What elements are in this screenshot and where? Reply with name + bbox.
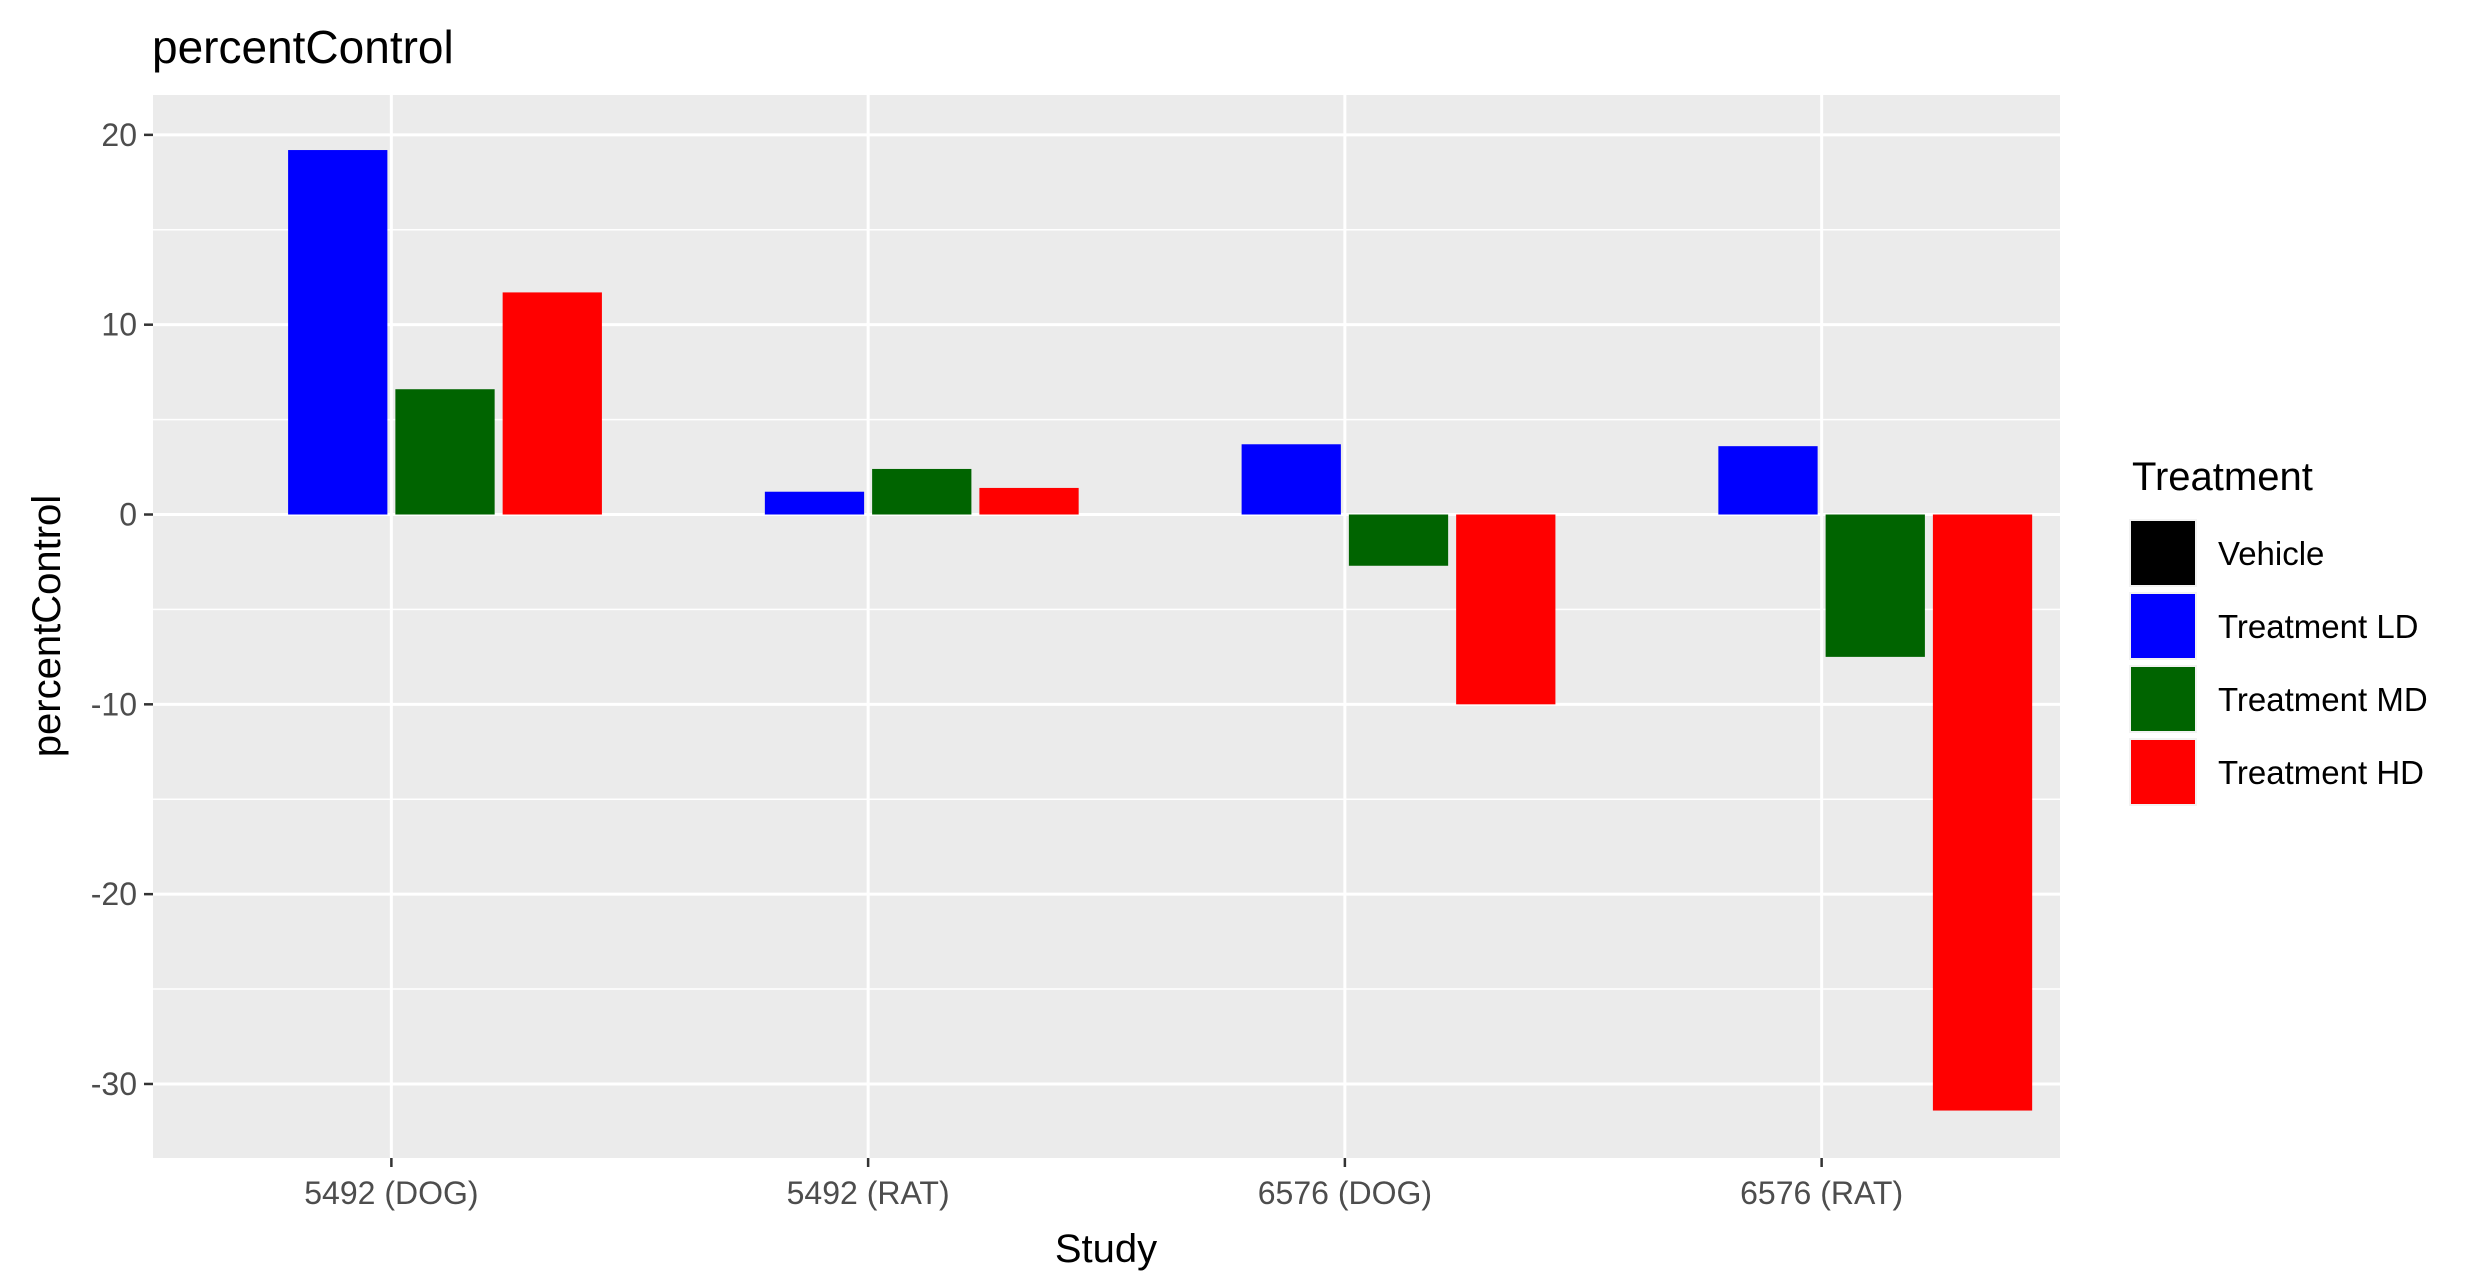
x-axis: 5492 (DOG) 5492 (RAT) 6576 (DOG) 6576 (RAT)	[304, 1158, 1903, 1211]
y-tick-label: 0	[119, 497, 137, 533]
y-tick-label: 10	[101, 307, 137, 343]
bars	[288, 150, 2033, 1111]
y-tick-label: -30	[91, 1066, 137, 1102]
legend-label: Vehicle	[2218, 535, 2324, 572]
y-tick-label: 20	[101, 117, 137, 153]
bar-treatment-ld-3	[1241, 444, 1341, 515]
x-tick-label: 6576 (DOG)	[1258, 1175, 1432, 1211]
bar-treatment-ld-1	[288, 150, 388, 515]
legend-swatch	[2131, 667, 2195, 731]
legend-swatch	[2131, 740, 2195, 804]
x-axis-title: Study	[1055, 1227, 1157, 1271]
bar-treatment-md-3	[1348, 514, 1449, 566]
x-tick-label: 5492 (DOG)	[304, 1175, 478, 1211]
bar-treatment-md-2	[872, 468, 972, 515]
bar-treatment-hd-2	[979, 487, 1079, 515]
bar-treatment-md-1	[395, 389, 495, 515]
legend: Treatment Vehicle Treatment LD Treatment M…	[2129, 455, 2428, 806]
major-gridlines	[153, 95, 2060, 1158]
legend-title: Treatment	[2132, 455, 2313, 499]
bar-treatment-hd-1	[502, 292, 602, 515]
bar-treatment-md-4	[1825, 514, 1925, 657]
chart-title: percentControl	[152, 21, 454, 73]
legend-label: Treatment LD	[2218, 608, 2419, 645]
legend-label: Treatment HD	[2218, 754, 2424, 791]
legend-swatch	[2131, 521, 2195, 585]
bar-treatment-ld-4	[1718, 446, 1818, 515]
legend-swatch	[2131, 594, 2195, 658]
x-tick-label: 5492 (RAT)	[787, 1175, 950, 1211]
bar-treatment-hd-4	[1932, 514, 2033, 1111]
legend-label: Treatment MD	[2218, 681, 2428, 718]
plot-panel	[153, 95, 2060, 1158]
y-tick-label: -10	[91, 686, 137, 722]
bar-treatment-hd-3	[1456, 514, 1556, 705]
bar-treatment-ld-2	[764, 491, 865, 515]
y-axis-title: percentControl	[25, 495, 69, 757]
y-tick-label: -20	[91, 876, 137, 912]
x-tick-label: 6576 (RAT)	[1740, 1175, 1903, 1211]
y-axis: 20 10 0 -10 -20 -30	[91, 117, 153, 1102]
